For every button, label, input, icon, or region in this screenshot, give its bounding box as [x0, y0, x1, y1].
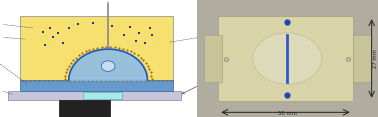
Bar	[20, 80, 173, 91]
Bar	[82, 92, 122, 99]
Bar	[204, 35, 222, 82]
Text: Lipid in oil: Lipid in oil	[0, 20, 33, 28]
Bar	[8, 91, 181, 100]
Ellipse shape	[253, 33, 322, 84]
Text: Droplet Hydrogel
Bilayer (DHB): Droplet Hydrogel Bilayer (DHB)	[170, 27, 253, 42]
Text: Hydrogel: Hydrogel	[0, 50, 27, 84]
Bar	[218, 16, 353, 101]
Bar	[353, 35, 371, 82]
Text: 50 mm: 50 mm	[278, 111, 297, 116]
Polygon shape	[69, 49, 147, 80]
Text: 27 mm: 27 mm	[373, 49, 378, 68]
Text: 3D printed
device: 3D printed device	[0, 79, 13, 94]
Bar	[20, 16, 173, 82]
Text: Fluidic channel: Fluidic channel	[182, 70, 246, 94]
Ellipse shape	[101, 61, 115, 71]
Text: Water droplet.: Water droplet.	[0, 33, 25, 39]
Text: Electrode: Electrode	[94, 0, 122, 1]
Bar	[59, 100, 110, 117]
